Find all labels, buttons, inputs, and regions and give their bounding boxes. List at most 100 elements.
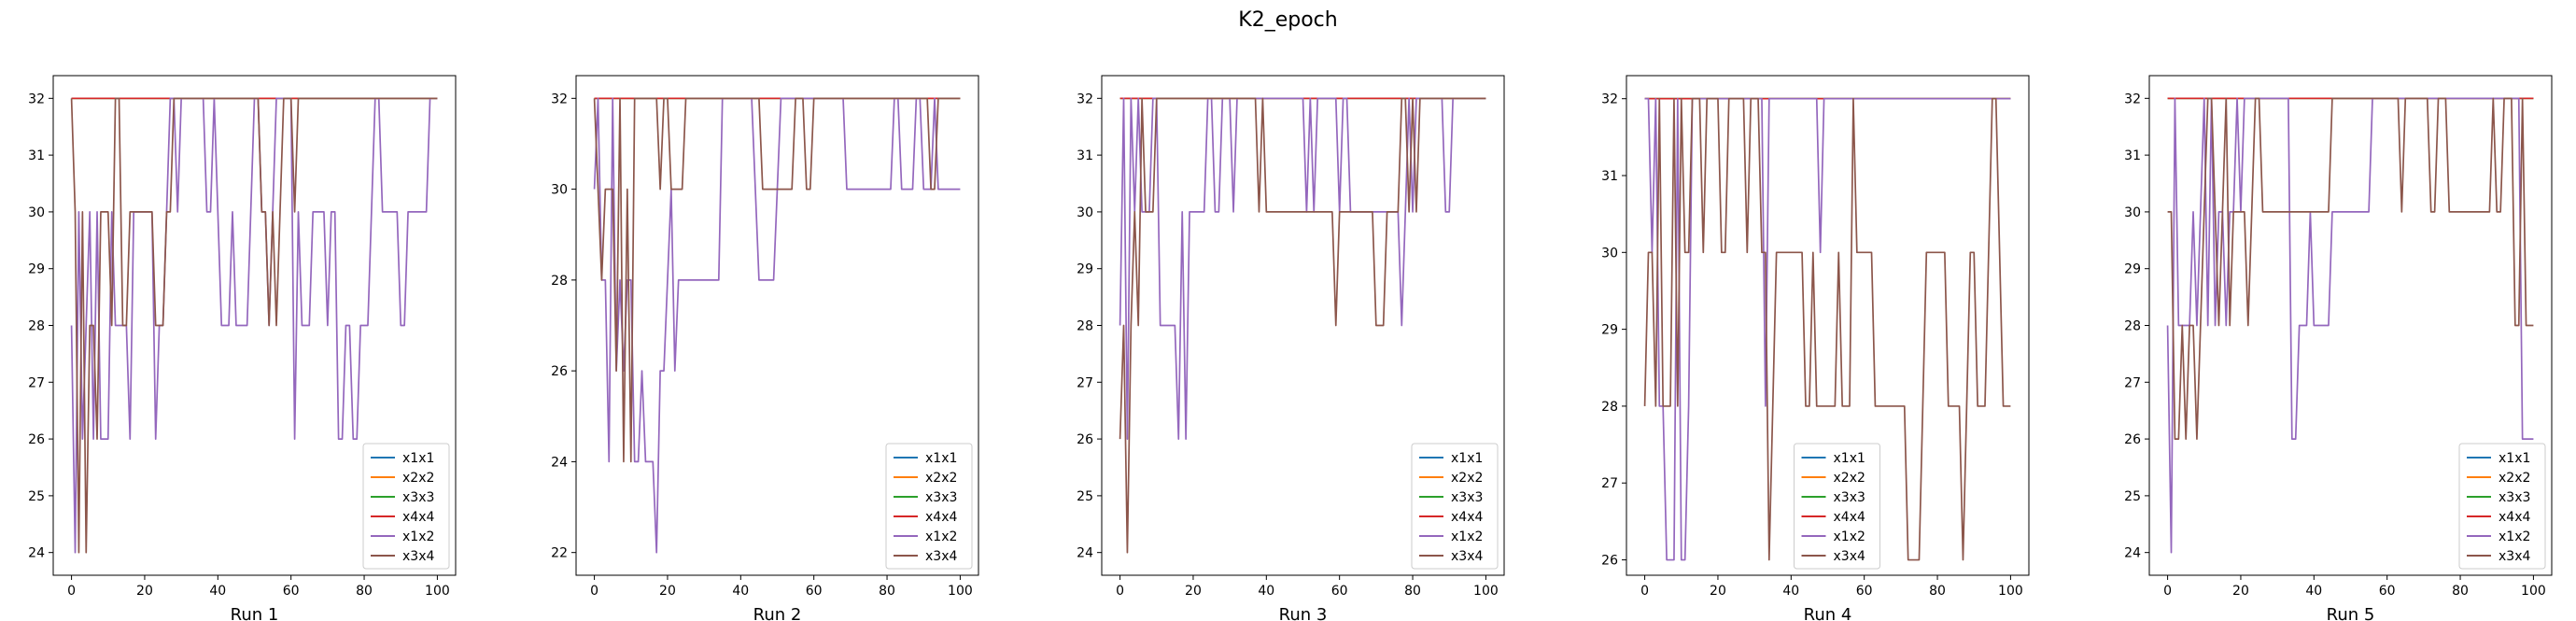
y-tick-label: 27	[1077, 375, 1093, 390]
y-tick-label: 28	[1077, 319, 1093, 334]
x-tick-label: 0	[1116, 584, 1124, 599]
legend: x1x1 x2x2 x3x3 x4x4 x1x2 x3x4	[885, 443, 973, 570]
legend-label-x1x1: x1x1	[1451, 451, 1483, 466]
x-axis-label: Run 1	[231, 605, 279, 621]
series-line-x3x4	[1119, 97, 1486, 554]
subplot-panels: 0 20 40 60 80 100 24 25 26 27 28 29 30 31 32 Run 1 x1x1 x…	[28, 75, 2553, 621]
x-tick-label: 0	[1640, 584, 1649, 599]
series-line-x3x4	[593, 97, 961, 463]
legend-box	[2458, 443, 2546, 570]
legend-box	[885, 443, 973, 570]
x-tick-label: 80	[879, 584, 895, 599]
legend-label-x3x4: x3x4	[402, 549, 434, 564]
x-tick-label: 100	[1998, 584, 2023, 599]
y-tick-label: 30	[2124, 205, 2141, 220]
legend-label-x3x4: x3x4	[1451, 549, 1483, 564]
x-tick-label: 20	[2232, 584, 2249, 599]
series-line-x3x4	[70, 97, 438, 554]
legend: x1x1 x2x2 x3x3 x4x4 x1x2 x3x4	[1794, 443, 1880, 570]
legend-label-x2x2: x2x2	[2499, 471, 2530, 486]
legend-label-x4x4: x4x4	[1834, 510, 1865, 525]
legend-box	[362, 443, 450, 570]
y-tick-label: 29	[2124, 262, 2141, 277]
subplot-2: 0 20 40 60 80 100 22 24 26 28 30 32 Run 2 x1x1 x2x2 x3x…	[551, 75, 979, 621]
legend-label-x3x4: x3x4	[925, 549, 957, 564]
y-tick-label: 32	[551, 92, 568, 106]
legend-label-x2x2: x2x2	[402, 471, 434, 486]
y-tick-label: 32	[28, 92, 45, 106]
y-tick-label: 31	[2124, 148, 2141, 163]
x-tick-label: 20	[1710, 584, 1726, 599]
series-line-x3x4	[1643, 97, 2011, 561]
legend-label-x1x2: x1x2	[1451, 529, 1483, 544]
y-tick-label: 30	[551, 183, 568, 198]
legend-label-x3x4: x3x4	[1834, 549, 1865, 564]
legend-label-x3x3: x3x3	[2499, 490, 2530, 505]
x-axis-label: Run 4	[1804, 605, 1852, 621]
x-tick-label: 60	[1856, 584, 1873, 599]
y-tick-label: 30	[1601, 246, 1618, 261]
x-tick-label: 0	[590, 584, 598, 599]
y-tick-label: 32	[2124, 92, 2141, 106]
legend-label-x1x1: x1x1	[402, 451, 434, 466]
x-tick-label: 0	[67, 584, 76, 599]
x-axis-label: Run 5	[2327, 605, 2375, 621]
figure-title: K2_epoch	[1238, 8, 1337, 32]
legend: x1x1 x2x2 x3x3 x4x4 x1x2 x3x4	[1411, 443, 1499, 570]
x-tick-label: 60	[283, 584, 300, 599]
legend-box	[1794, 443, 1880, 570]
x-tick-label: 80	[1929, 584, 1946, 599]
y-tick-label: 31	[1077, 148, 1093, 163]
y-tick-label: 24	[2124, 546, 2141, 561]
legend-label-x1x1: x1x1	[925, 451, 957, 466]
y-tick-label: 26	[1601, 554, 1618, 569]
legend-label-x1x2: x1x2	[1834, 529, 1865, 544]
legend-label-x1x1: x1x1	[2499, 451, 2530, 466]
y-tick-label: 27	[28, 375, 45, 390]
y-tick-label: 32	[1601, 92, 1618, 107]
legend-label-x4x4: x4x4	[925, 510, 957, 525]
y-tick-label: 28	[1601, 400, 1618, 415]
x-tick-label: 100	[948, 584, 973, 599]
x-tick-label: 100	[425, 584, 450, 599]
y-tick-label: 29	[1601, 323, 1618, 338]
legend-box	[1411, 443, 1499, 570]
legend-label-x2x2: x2x2	[1834, 471, 1865, 486]
y-tick-label: 28	[551, 274, 568, 289]
x-tick-label: 20	[1185, 584, 1202, 599]
legend-label-x1x1: x1x1	[1834, 451, 1865, 466]
y-tick-label: 32	[1077, 92, 1093, 106]
x-tick-label: 40	[209, 584, 226, 599]
y-tick-label: 27	[2124, 375, 2141, 390]
legend-label-x3x3: x3x3	[1451, 490, 1483, 505]
y-tick-label: 25	[28, 489, 45, 504]
y-tick-label: 24	[551, 455, 568, 470]
y-tick-label: 26	[1077, 432, 1093, 447]
legend-label-x4x4: x4x4	[2499, 510, 2530, 525]
x-tick-label: 0	[2163, 584, 2172, 599]
x-tick-label: 20	[136, 584, 153, 599]
legend-label-x4x4: x4x4	[1451, 510, 1483, 525]
series-line-x3x4	[2167, 97, 2534, 440]
x-tick-label: 60	[1331, 584, 1348, 599]
legend: x1x1 x2x2 x3x3 x4x4 x1x2 x3x4	[362, 443, 450, 570]
y-tick-label: 25	[1077, 489, 1093, 504]
x-tick-label: 40	[732, 584, 749, 599]
x-tick-label: 80	[1404, 584, 1421, 599]
y-tick-label: 30	[28, 205, 45, 220]
legend-label-x3x3: x3x3	[925, 490, 957, 505]
x-tick-label: 80	[356, 584, 373, 599]
y-tick-label: 26	[28, 432, 45, 447]
y-tick-label: 31	[1601, 169, 1618, 184]
x-tick-label: 40	[1782, 584, 1799, 599]
x-tick-label: 60	[2379, 584, 2396, 599]
y-tick-label: 24	[1077, 546, 1093, 561]
y-tick-label: 26	[551, 364, 568, 379]
x-tick-label: 40	[2305, 584, 2322, 599]
y-tick-label: 26	[2124, 432, 2141, 447]
x-tick-label: 80	[2452, 584, 2469, 599]
y-tick-label: 31	[28, 148, 45, 163]
